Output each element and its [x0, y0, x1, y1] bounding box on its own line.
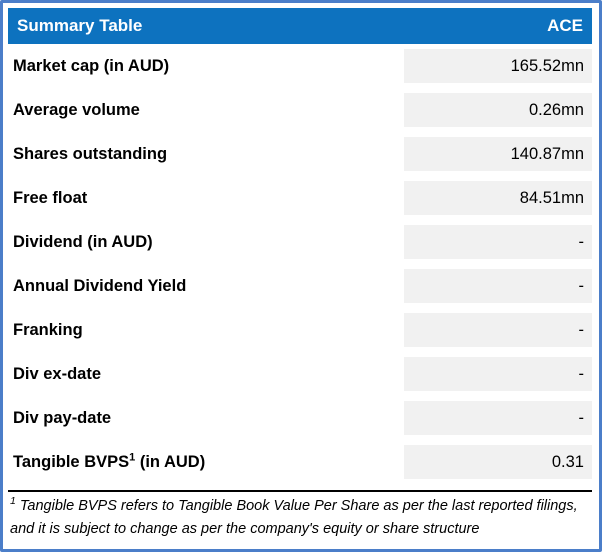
row-value: - [404, 225, 592, 259]
footnote-text: Tangible BVPS refers to Tangible Book Va… [10, 498, 578, 537]
row-label: Div pay-date [8, 409, 111, 428]
footnote-divider [8, 490, 592, 492]
table-row: Franking - [8, 308, 592, 352]
row-label-text: Div ex-date [13, 364, 102, 383]
table-row: Shares outstanding 140.87mn [8, 132, 592, 176]
row-label: Dividend (in AUD) [8, 233, 153, 252]
card-inner: Summary Table ACE Market cap (in AUD) 16… [3, 3, 599, 541]
row-value: 165.52mn [404, 49, 592, 83]
row-label: Free float [8, 189, 87, 208]
row-value: 84.51mn [404, 181, 592, 215]
table-rows: Market cap (in AUD) 165.52mn Average vol… [8, 44, 592, 484]
footnote-superscript: 1 [10, 495, 16, 508]
table-row: Market cap (in AUD) 165.52mn [8, 44, 592, 88]
row-label-text: Annual Dividend Yield [13, 276, 187, 295]
row-label: Annual Dividend Yield [8, 277, 186, 296]
row-label: Tangible BVPS1 (in AUD) [8, 451, 206, 472]
table-row: Free float 84.51mn [8, 176, 592, 220]
row-label-text: Franking [13, 320, 83, 339]
footnote: 1 Tangible BVPS refers to Tangible Book … [8, 492, 592, 541]
ticker-label: ACE [547, 16, 583, 35]
row-value: 140.87mn [404, 137, 592, 171]
table-row: Annual Dividend Yield - [8, 264, 592, 308]
row-label: Franking [8, 321, 83, 340]
row-label-text: Tangible BVPS [13, 452, 130, 471]
row-value: 0.26mn [404, 93, 592, 127]
table-header: Summary Table ACE [8, 8, 592, 44]
table-row: Tangible BVPS1 (in AUD) 0.31 [8, 440, 592, 484]
row-label: Shares outstanding [8, 145, 167, 164]
row-label-text: Market cap (in AUD) [13, 56, 170, 75]
row-label-superscript: 1 [129, 451, 136, 463]
row-value: - [404, 357, 592, 391]
row-label-text: Free float [13, 188, 88, 207]
row-label: Average volume [8, 101, 140, 120]
table-row: Div ex-date - [8, 352, 592, 396]
row-value: - [404, 313, 592, 347]
row-label-text: Div pay-date [13, 408, 112, 427]
row-label-suffix: (in AUD) [135, 452, 206, 471]
table-row: Dividend (in AUD) - [8, 220, 592, 264]
row-label: Div ex-date [8, 365, 101, 384]
table-row: Average volume 0.26mn [8, 88, 592, 132]
row-label: Market cap (in AUD) [8, 57, 169, 76]
table-row: Div pay-date - [8, 396, 592, 440]
row-value: - [404, 269, 592, 303]
row-label-text: Dividend (in AUD) [13, 232, 153, 251]
row-value: 0.31 [404, 445, 592, 479]
row-label-text: Average volume [13, 100, 140, 119]
row-value: - [404, 401, 592, 435]
row-label-text: Shares outstanding [13, 144, 168, 163]
table-title: Summary Table [17, 16, 143, 35]
